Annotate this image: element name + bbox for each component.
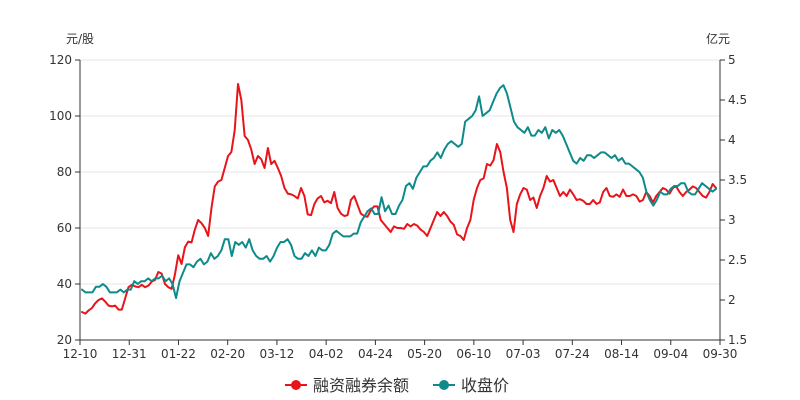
- series-group: [81, 83, 717, 315]
- series-line-close-price: [81, 84, 717, 299]
- y-right-tick-label: 4.5: [728, 93, 747, 107]
- y-right-tick-label: 3.5: [728, 173, 747, 187]
- y-right-tick-label: 1.5: [728, 333, 747, 347]
- legend-item-close-price[interactable]: 收盘价: [433, 376, 509, 395]
- x-tick-label: 03-12: [259, 347, 294, 361]
- legend-label-close-price: 收盘价: [461, 376, 509, 395]
- x-tick-label: 01-22: [161, 347, 196, 361]
- y-right-tick-label: 3: [728, 213, 736, 227]
- y-right-unit: 亿元: [706, 31, 730, 46]
- x-tick-label: 07-24: [555, 347, 590, 361]
- legend-marker-close-price: [439, 380, 449, 390]
- x-tick-label: 04-02: [309, 347, 344, 361]
- x-tick-label: 02-20: [210, 347, 245, 361]
- x-tick-label: 09-04: [653, 347, 688, 361]
- x-tick-label: 08-14: [604, 347, 639, 361]
- x-tick-label: 05-20: [407, 347, 442, 361]
- legend-label-margin-balance: 融资融券余额: [313, 376, 409, 395]
- y-left-tick-label: 60: [57, 221, 72, 235]
- axes-group: 20 40 60 80 100 120 1.5 2 2.5 3 3.5 4 4.5 5 元/股 亿元 12-10…: [49, 31, 747, 361]
- y-left-tick-label: 40: [57, 277, 72, 291]
- y-left-tick-label: 120: [49, 53, 72, 67]
- y-right-tick-label: 4: [728, 133, 736, 147]
- y-right-tick-label: 2: [728, 293, 736, 307]
- x-tick-label: 12-10: [63, 347, 98, 361]
- y-right-tick-label: 5: [728, 53, 736, 67]
- x-tick-label: 06-10: [456, 347, 491, 361]
- y-left-tick-label: 20: [57, 333, 72, 347]
- x-tick-label: 12-31: [112, 347, 147, 361]
- y-left-tick-label: 80: [57, 165, 72, 179]
- x-tick-label: 09-30: [703, 347, 738, 361]
- legend-group: 融资融券余额 收盘价: [285, 376, 509, 395]
- legend-marker-margin-balance: [291, 380, 301, 390]
- x-tick-label: 07-03: [506, 347, 541, 361]
- series-line-margin-balance: [81, 83, 717, 315]
- y-left-tick-label: 100: [49, 109, 72, 123]
- legend-item-margin-balance[interactable]: 融资融券余额: [285, 376, 409, 395]
- y-left-unit: 元/股: [66, 32, 94, 46]
- y-right-tick-label: 2.5: [728, 253, 747, 267]
- x-tick-label: 04-24: [358, 347, 393, 361]
